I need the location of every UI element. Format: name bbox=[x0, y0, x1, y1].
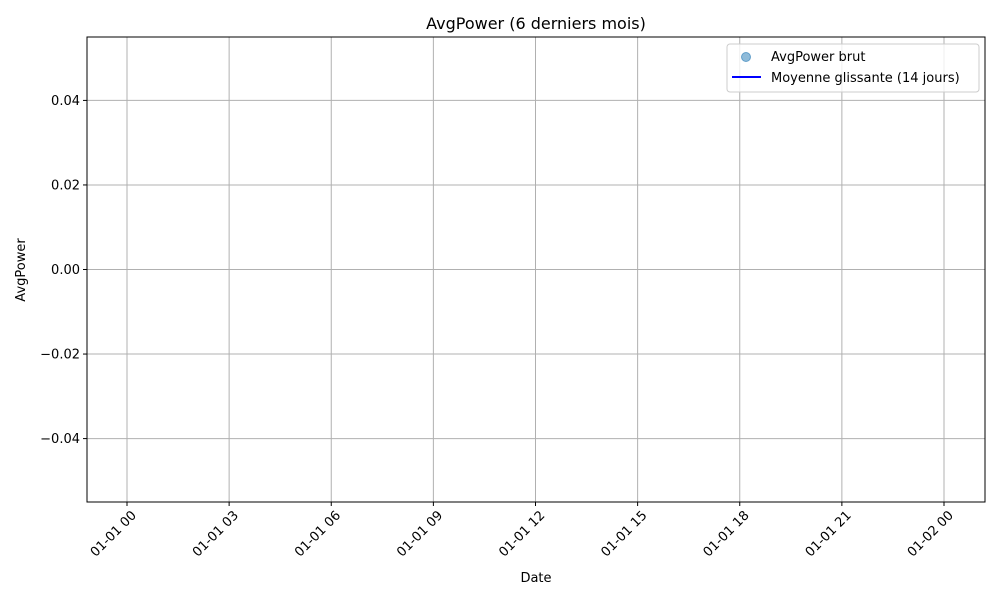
x-tick-label: 01-01 09 bbox=[394, 508, 446, 560]
legend: AvgPower brut Moyenne glissante (14 jour… bbox=[726, 43, 980, 93]
grid bbox=[87, 37, 985, 502]
x-axis-label: Date bbox=[520, 571, 551, 586]
y-axis: −0.04 −0.02 0.00 0.02 0.04 bbox=[40, 94, 87, 447]
legend-label-raw: AvgPower brut bbox=[771, 50, 865, 65]
y-tick-label: 0.00 bbox=[51, 263, 80, 278]
y-axis-label: AvgPower bbox=[14, 238, 29, 302]
x-tick-label: 01-01 15 bbox=[599, 508, 651, 560]
x-tick-label: 01-01 00 bbox=[88, 508, 140, 560]
x-axis: 01-01 00 01-01 03 01-01 06 01-01 09 01-01 12… bbox=[88, 502, 957, 560]
x-tick-label: 01-01 21 bbox=[803, 508, 855, 560]
legend-marker-scatter bbox=[741, 52, 751, 62]
y-tick-label: 0.02 bbox=[51, 178, 80, 193]
y-tick-label: −0.04 bbox=[40, 432, 80, 447]
x-tick-label: 01-01 18 bbox=[701, 508, 753, 560]
legend-box bbox=[726, 43, 980, 93]
y-tick-label: −0.02 bbox=[40, 348, 80, 363]
x-tick-label: 01-01 06 bbox=[292, 508, 344, 560]
x-tick-label: 01-01 12 bbox=[496, 508, 548, 560]
x-tick-label: 01-01 03 bbox=[190, 508, 242, 560]
chart-title: AvgPower (6 derniers mois) bbox=[426, 14, 646, 33]
legend-label-rolling-average: Moyenne glissante (14 jours) bbox=[771, 71, 960, 86]
x-tick-label: 01-02 00 bbox=[905, 508, 957, 560]
y-tick-label: 0.04 bbox=[51, 94, 80, 109]
